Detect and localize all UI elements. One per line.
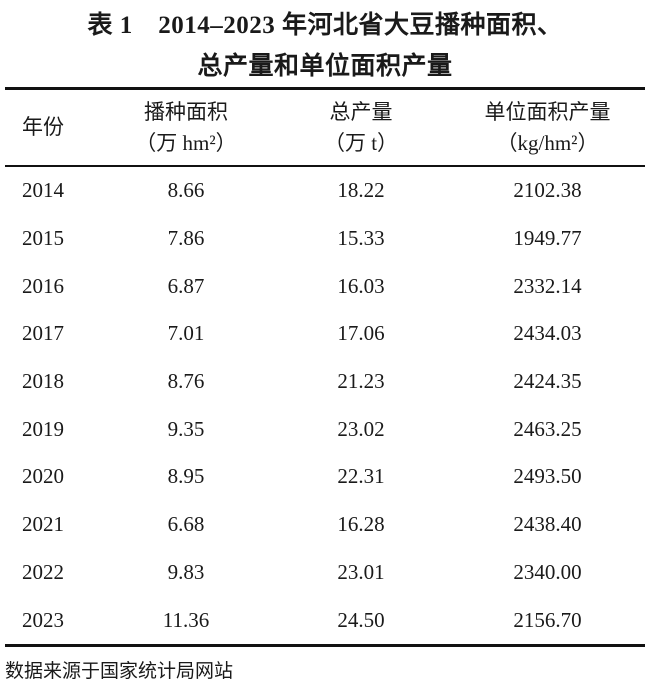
cell-year: 2017 [22, 321, 64, 346]
cell-year: 2014 [22, 178, 64, 203]
table-row: 2022 9.83 23.01 2340.00 [5, 549, 645, 597]
cell-yield-per-area: 2493.50 [513, 464, 582, 489]
table-row: 2016 6.87 16.03 2332.14 [5, 262, 645, 310]
cell-total-output: 22.31 [337, 464, 385, 489]
column-header-sown-area-label: 播种面积 [144, 99, 228, 124]
cell-total-output: 23.01 [337, 559, 385, 584]
cell-total-output: 18.22 [337, 178, 385, 203]
cell-sown-area: 6.87 [167, 273, 205, 298]
cell-sown-area: 11.36 [162, 607, 210, 632]
cell-year: 2023 [22, 607, 64, 632]
table-row: 2021 6.68 16.28 2438.40 [5, 501, 645, 549]
table-row: 2018 8.76 21.23 2424.35 [5, 358, 645, 406]
cell-year: 2022 [22, 559, 64, 584]
cell-yield-per-area: 2156.70 [513, 607, 582, 632]
cell-yield-per-area: 2332.14 [513, 273, 582, 298]
cell-year: 2020 [22, 464, 64, 489]
cell-total-output: 21.23 [337, 369, 385, 394]
table-row: 2023 11.36 24.50 2156.70 [5, 596, 645, 645]
cell-total-output: 23.02 [337, 416, 385, 441]
cell-sown-area: 8.95 [167, 464, 205, 489]
column-header-sown-area-unit: （万 hm²） [135, 130, 237, 155]
cell-year: 2019 [22, 416, 64, 441]
data-table: 年份 播种面积 （万 hm²） 总产量 （万 t） 单位面积产量 （kg/hm²… [5, 87, 645, 647]
cell-yield-per-area: 2434.03 [513, 321, 582, 346]
table-body: 2014 8.66 18.22 2102.38 2015 7.86 15.33 … [5, 166, 645, 645]
table-row: 2020 8.95 22.31 2493.50 [5, 453, 645, 501]
cell-sown-area: 7.01 [167, 321, 205, 346]
table-row: 2019 9.35 23.02 2463.25 [5, 405, 645, 453]
column-header-sown-area: 播种面积 （万 hm²） [100, 88, 272, 167]
column-header-total-output-unit: （万 t） [323, 130, 399, 155]
cell-yield-per-area: 2438.40 [513, 512, 582, 537]
table-header: 年份 播种面积 （万 hm²） 总产量 （万 t） 单位面积产量 （kg/hm²… [5, 88, 645, 167]
table-caption-line2: 总产量和单位面积产量 [197, 53, 453, 80]
column-header-total-output-label: 总产量 [329, 99, 393, 124]
column-header-yield-per-area: 单位面积产量 （kg/hm²） [450, 88, 645, 167]
cell-yield-per-area: 2102.38 [513, 178, 582, 203]
table-caption-line1: 表 1 2014–2023 年河北省大豆播种面积、 [87, 12, 563, 39]
cell-year: 2016 [22, 273, 64, 298]
cell-total-output: 16.03 [337, 273, 385, 298]
cell-total-output: 16.28 [337, 512, 385, 537]
column-header-year-label: 年份 [22, 115, 64, 139]
table-caption: 表 1 2014–2023 年河北省大豆播种面积、 总产量和单位面积产量 [0, 5, 650, 87]
column-header-yield-per-area-label: 单位面积产量 [484, 99, 611, 124]
header-row: 年份 播种面积 （万 hm²） 总产量 （万 t） 单位面积产量 （kg/hm²… [5, 88, 645, 167]
cell-sown-area: 7.86 [167, 226, 205, 251]
cell-year: 2015 [22, 226, 64, 251]
cell-year: 2021 [22, 512, 64, 537]
column-header-total-output: 总产量 （万 t） [272, 88, 450, 167]
table-row: 2015 7.86 15.33 1949.77 [5, 215, 645, 263]
cell-yield-per-area: 2463.25 [513, 416, 582, 441]
table-row: 2017 7.01 17.06 2434.03 [5, 310, 645, 358]
column-header-year: 年份 [5, 88, 100, 167]
cell-year: 2018 [22, 369, 64, 394]
data-source-note: 数据来源于国家统计局网站 [5, 660, 234, 680]
table-row: 2014 8.66 18.22 2102.38 [5, 166, 645, 215]
cell-yield-per-area: 1949.77 [513, 226, 582, 251]
cell-sown-area: 9.35 [167, 416, 205, 441]
cell-total-output: 17.06 [337, 321, 385, 346]
cell-yield-per-area: 2340.00 [513, 559, 582, 584]
cell-sown-area: 8.66 [167, 178, 205, 203]
cell-total-output: 15.33 [337, 226, 385, 251]
cell-sown-area: 6.68 [167, 512, 205, 537]
cell-sown-area: 8.76 [167, 369, 205, 394]
cell-total-output: 24.50 [337, 607, 385, 632]
column-header-yield-per-area-unit: （kg/hm²） [496, 130, 599, 155]
cell-yield-per-area: 2424.35 [513, 369, 582, 394]
cell-sown-area: 9.83 [167, 559, 205, 584]
